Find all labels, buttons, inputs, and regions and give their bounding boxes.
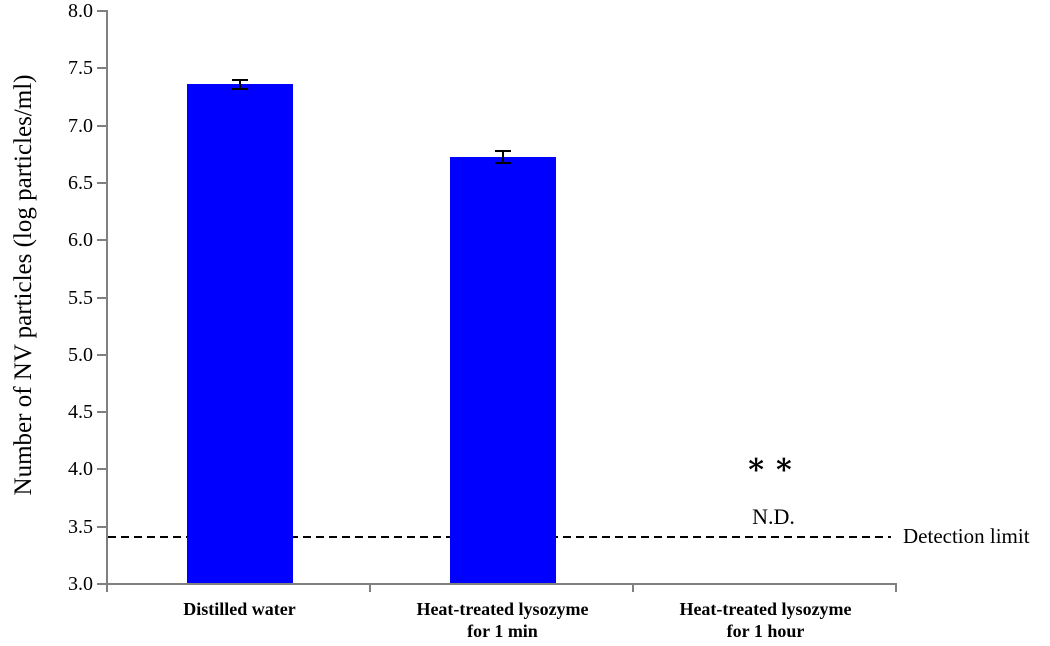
y-tick-label: 4.0	[68, 458, 93, 481]
y-tick-label: 6.5	[68, 171, 93, 194]
nd-label: N.D.	[752, 503, 795, 529]
y-tick-label: 8.0	[68, 0, 93, 22]
y-tick-mark	[97, 67, 106, 70]
y-tick-mark	[97, 181, 106, 184]
error-bar-stem	[238, 78, 241, 91]
x-category-label: Heat-treated lysozyme for 1 hour	[679, 599, 852, 641]
y-tick-label: 5.5	[68, 286, 93, 309]
y-tick-mark	[97, 296, 106, 299]
error-bar	[231, 78, 248, 91]
x-tick-mark	[895, 583, 897, 592]
y-tick-label: 5.0	[68, 343, 93, 366]
y-tick-mark	[97, 124, 106, 127]
x-category-label: Distilled water	[183, 599, 296, 619]
error-bar-cap-bottom	[494, 161, 511, 164]
x-tick-mark	[369, 583, 371, 592]
y-tick-mark	[97, 239, 106, 242]
y-tick-label: 6.0	[68, 229, 93, 252]
bar	[186, 84, 293, 583]
y-tick-mark	[97, 468, 106, 471]
y-tick-mark	[97, 525, 106, 528]
significance-asterisks: ∗∗	[745, 448, 802, 482]
x-category-label: Heat-treated lysozyme for 1 min	[416, 599, 589, 641]
y-tick-label: 7.0	[68, 114, 93, 137]
error-bar	[494, 149, 511, 164]
y-tick-mark	[97, 10, 106, 12]
x-tick-mark	[106, 583, 108, 592]
bar	[449, 156, 556, 583]
y-tick-label: 4.5	[68, 401, 93, 424]
detection-limit-label: Detection limit	[903, 524, 1030, 549]
y-tick-mark	[97, 411, 106, 414]
y-tick-mark	[97, 583, 106, 585]
y-axis-line	[106, 10, 108, 585]
error-bar-stem	[501, 149, 504, 164]
y-axis-title: Number of NV particles (log particles/ml…	[10, 74, 37, 496]
y-tick-label: 7.5	[68, 57, 93, 80]
x-axis-line	[106, 583, 897, 585]
y-tick-label: 3.0	[68, 573, 93, 595]
x-tick-mark	[632, 583, 634, 592]
error-bar-cap-bottom	[231, 88, 248, 91]
y-tick-mark	[97, 353, 106, 356]
y-tick-label: 3.5	[68, 515, 93, 538]
